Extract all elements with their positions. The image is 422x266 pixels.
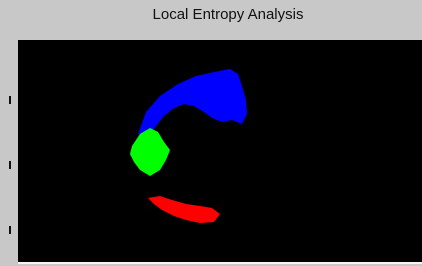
figure-title: Local Entropy Analysis xyxy=(153,6,304,23)
page: Local Entropy Analysis (() => { const da… xyxy=(0,0,422,266)
figure: Local Entropy Analysis xyxy=(0,0,422,266)
